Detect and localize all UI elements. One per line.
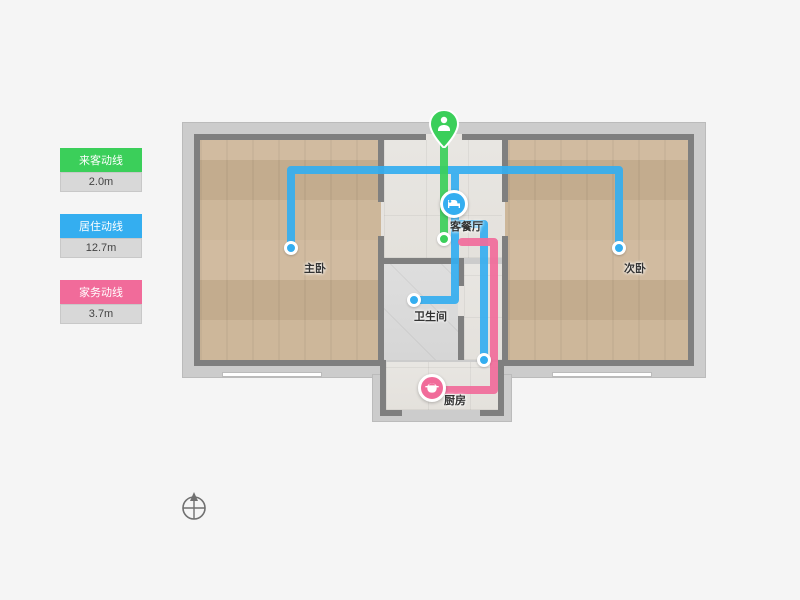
legend-item-living: 居住动线 12.7m	[60, 214, 142, 258]
person-pin-icon	[429, 110, 459, 148]
legend: 来客动线 2.0m 居住动线 12.7m 家务动线 3.7m	[60, 148, 142, 346]
inner-wall	[480, 410, 504, 416]
entry-pin	[429, 110, 459, 148]
inner-wall	[504, 360, 694, 366]
door-gap	[502, 202, 508, 236]
label-master: 主卧	[304, 260, 326, 276]
terminal-living-end	[477, 353, 491, 367]
terminal-guest	[437, 232, 451, 246]
label-bath: 卫生间	[414, 308, 447, 324]
label-kitchen: 厨房	[444, 392, 466, 408]
node-kitchen-icon	[418, 374, 446, 402]
legend-value: 12.7m	[60, 238, 142, 258]
legend-value: 2.0m	[60, 172, 142, 192]
door-gap	[458, 286, 464, 316]
inner-wall	[384, 258, 462, 264]
legend-label: 居住动线	[60, 214, 142, 238]
inner-wall	[498, 360, 504, 416]
inner-wall	[194, 360, 380, 366]
window	[222, 372, 322, 377]
legend-label: 来客动线	[60, 148, 142, 172]
inner-wall	[502, 140, 508, 360]
compass-icon	[176, 488, 212, 524]
legend-label: 家务动线	[60, 280, 142, 304]
node-living-icon	[440, 190, 468, 218]
floorplan: 主卧 次卧 客餐厅 卫生间 厨房	[182, 122, 706, 424]
legend-value: 3.7m	[60, 304, 142, 324]
window	[552, 372, 652, 377]
inner-wall	[380, 410, 402, 416]
door-gap	[378, 202, 384, 236]
terminal-master	[284, 241, 298, 255]
pot-icon	[424, 380, 440, 396]
inner-wall	[688, 134, 694, 366]
terminal-second	[612, 241, 626, 255]
label-second: 次卧	[624, 260, 646, 276]
passage-floor	[464, 264, 502, 360]
legend-item-chore: 家务动线 3.7m	[60, 280, 142, 324]
label-living: 客餐厅	[450, 218, 483, 234]
room-second-floor	[508, 140, 688, 360]
legend-item-guest: 来客动线 2.0m	[60, 148, 142, 192]
inner-wall	[378, 140, 384, 360]
terminal-bath	[407, 293, 421, 307]
bed-icon	[446, 196, 462, 212]
